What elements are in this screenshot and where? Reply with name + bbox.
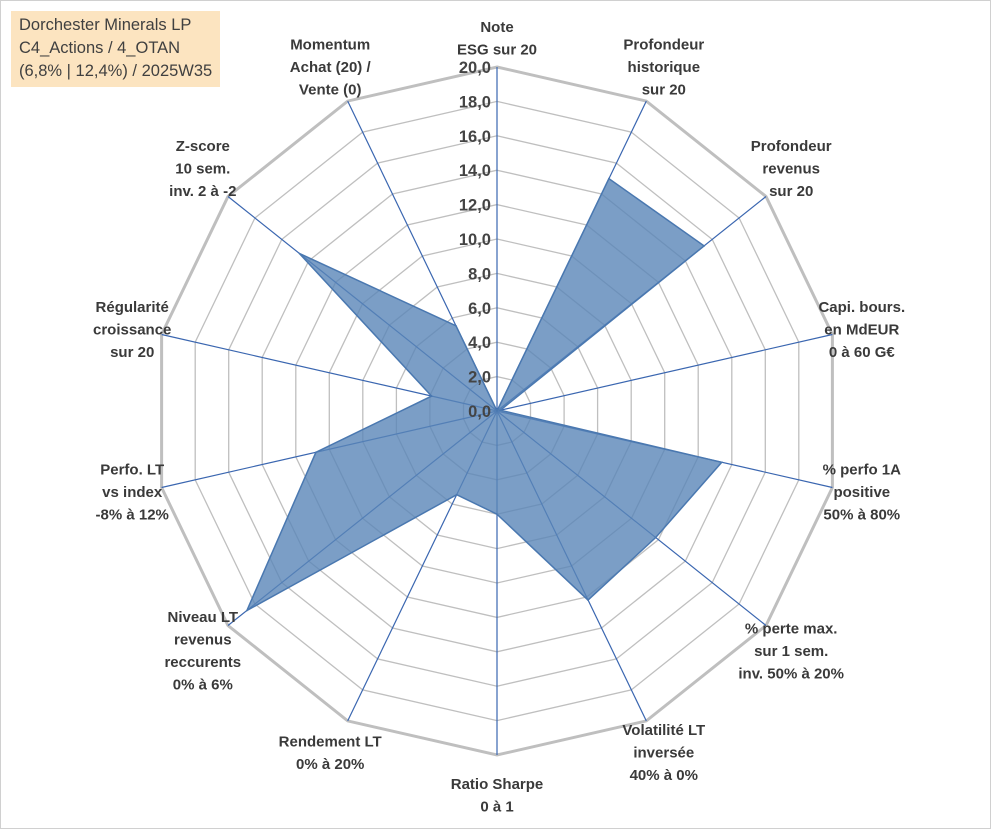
axis-label-2-line-1: revenus	[762, 161, 820, 178]
chart-title-box: Dorchester Minerals LP C4_Actions / 4_OT…	[11, 11, 221, 87]
data-point-3	[499, 409, 502, 412]
axis-label-13-line-2: Vente (0)	[299, 82, 362, 99]
axis-label-9-line-1: revenus	[174, 632, 232, 649]
axis-label-4-line-0: % perfo 1A	[823, 462, 902, 479]
axis-label-9-line-2: reccurents	[164, 654, 241, 671]
tick-label-0: 0,0	[468, 403, 491, 421]
axis-label-9-line-3: 0% à 6%	[173, 677, 233, 694]
axis-label-10-line-2: -8% à 12%	[96, 507, 169, 524]
axis-label-8-line-1: 0% à 20%	[296, 756, 364, 773]
data-point-11	[430, 395, 433, 397]
axis-label-2-line-2: sur 20	[769, 183, 813, 200]
tick-label-1: 2,0	[468, 369, 491, 387]
tick-label-5: 10,0	[459, 231, 491, 249]
axis-label-11-line-0: Régularité	[96, 299, 169, 316]
axis-spoke-3	[496, 333, 833, 412]
axis-label-0-line-0: Note	[480, 19, 513, 36]
axis-label-1-line-0: Profondeur	[623, 37, 704, 54]
axis-label-5-line-1: sur 1 sem.	[754, 643, 828, 660]
title-line-1: Dorchester Minerals LP	[19, 16, 192, 34]
title-line-3: (6,8% | 12,4%) / 2025W35	[19, 62, 213, 80]
axis-label-9: Niveau LT revenus reccurents 0% à 6%	[164, 609, 241, 694]
axis-label-0: Note ESG sur 20	[457, 19, 537, 59]
data-point-10	[315, 451, 317, 454]
axis-label-5: % perte max. sur 1 sem. inv. 50% à 20%	[738, 620, 844, 682]
axis-label-11-line-2: sur 20	[110, 344, 154, 361]
axis-label-7-line-0: Ratio Sharpe	[451, 776, 544, 793]
tick-label-3: 6,0	[468, 300, 491, 318]
data-point-12	[298, 252, 301, 255]
axis-label-0-line-1: ESG sur 20	[457, 42, 537, 59]
title-line-2: C4_Actions / 4_OTAN	[19, 39, 181, 57]
axis-label-3-line-2: 0 à 60 G€	[829, 344, 896, 361]
data-point-4	[720, 461, 723, 464]
axis-label-7: Ratio Sharpe 0 à 1	[451, 776, 544, 816]
axis-label-12: Z-score 10 sem. inv. 2 à -2	[169, 138, 236, 200]
axis-label-5-line-2: inv. 50% à 20%	[738, 665, 844, 682]
data-point-1	[608, 177, 610, 180]
axis-label-4-line-2: 50% à 80%	[823, 507, 900, 524]
tick-layer: 0,0 2,0 4,0 6,0 8,0 10,0 12,0 14,0 16,0 18,0 20,0	[459, 59, 491, 421]
axis-label-13-line-1: Achat (20) /	[290, 59, 372, 76]
tick-label-10: 20,0	[459, 59, 491, 77]
tick-label-6: 12,0	[459, 197, 491, 215]
axis-label-9-line-0: Niveau LT	[168, 609, 239, 626]
axis-label-4-line-1: positive	[833, 484, 890, 501]
axis-label-10: Perfo. LT vs index -8% à 12%	[96, 462, 169, 524]
tick-label-9: 18,0	[459, 93, 491, 111]
tick-label-8: 16,0	[459, 128, 491, 146]
tick-label-4: 8,0	[468, 265, 491, 283]
axis-label-4: % perfo 1A positive 50% à 80%	[823, 462, 902, 524]
axis-label-12-line-2: inv. 2 à -2	[169, 183, 236, 200]
axis-label-8: Rendement LT 0% à 20%	[279, 733, 382, 773]
data-point-8	[455, 493, 458, 496]
axis-label-3-line-1: en MdEUR	[824, 321, 899, 338]
axis-label-6-line-1: inversée	[633, 745, 694, 762]
data-point-7	[496, 513, 498, 515]
label-layer: Note ESG sur 20 Profondeur historique sur 20…	[93, 19, 905, 816]
axis-label-10-line-0: Perfo. LT	[100, 462, 164, 479]
axis-label-6: Volatilité LT inversée 40% à 0%	[622, 722, 705, 784]
axis-label-6-line-2: 40% à 0%	[630, 767, 698, 784]
tick-label-7: 14,0	[459, 162, 491, 180]
axis-label-12-line-0: Z-score	[176, 138, 230, 155]
axis-label-2: Profondeur revenus sur 20	[751, 138, 832, 200]
data-point-2	[703, 245, 705, 247]
axis-label-1-line-2: sur 20	[642, 82, 686, 99]
data-point-13	[455, 325, 457, 327]
data-layer	[245, 177, 724, 613]
data-point-9	[246, 609, 248, 612]
data-point-0	[496, 410, 498, 412]
data-point-6	[587, 599, 589, 601]
axis-label-11-line-1: croissance	[93, 321, 171, 338]
axis-label-6-line-0: Volatilité LT	[622, 722, 705, 739]
axis-label-2-line-0: Profondeur	[751, 138, 832, 155]
tick-label-2: 4,0	[468, 334, 491, 352]
axis-label-12-line-1: 10 sem.	[175, 161, 230, 178]
axis-label-10-line-1: vs index	[102, 484, 163, 501]
axis-label-1-line-1: historique	[628, 59, 701, 76]
data-point-5	[654, 536, 657, 539]
axis-label-3: Capi. bours. en MdEUR 0 à 60 G€	[818, 299, 905, 361]
axis-label-11: Régularité croissance sur 20	[93, 299, 171, 361]
axis-label-8-line-0: Rendement LT	[279, 733, 382, 750]
axis-label-3-line-0: Capi. bours.	[818, 299, 905, 316]
axis-label-7-line-1: 0 à 1	[480, 799, 513, 816]
axis-label-1: Profondeur historique sur 20	[623, 37, 704, 99]
axis-label-13: Momentum Achat (20) / Vente (0)	[290, 37, 372, 99]
axis-label-5-line-0: % perte max.	[745, 620, 838, 637]
axis-label-13-line-0: Momentum	[290, 37, 370, 54]
